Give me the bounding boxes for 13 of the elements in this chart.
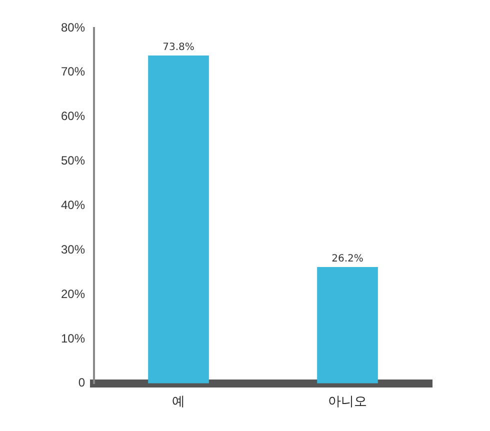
x-tick-label: 예: [172, 394, 186, 410]
y-tick-label: 10%: [60, 331, 86, 346]
y-tick-label: 50%: [60, 154, 86, 168]
data-label: 26.2%: [332, 254, 364, 265]
y-tick-label: 70%: [60, 64, 86, 79]
y-tick-label: 20%: [60, 286, 86, 301]
y-tick-label: 30%: [60, 242, 86, 256]
y-tick-label: 60%: [60, 109, 86, 124]
data-label: 73.8%: [162, 42, 194, 54]
y-tick-label: 0: [78, 376, 86, 390]
y-tick-label: 80%: [60, 20, 86, 34]
y-tick-label: 40%: [60, 198, 86, 212]
x-tick-label: 아니오: [328, 394, 368, 410]
